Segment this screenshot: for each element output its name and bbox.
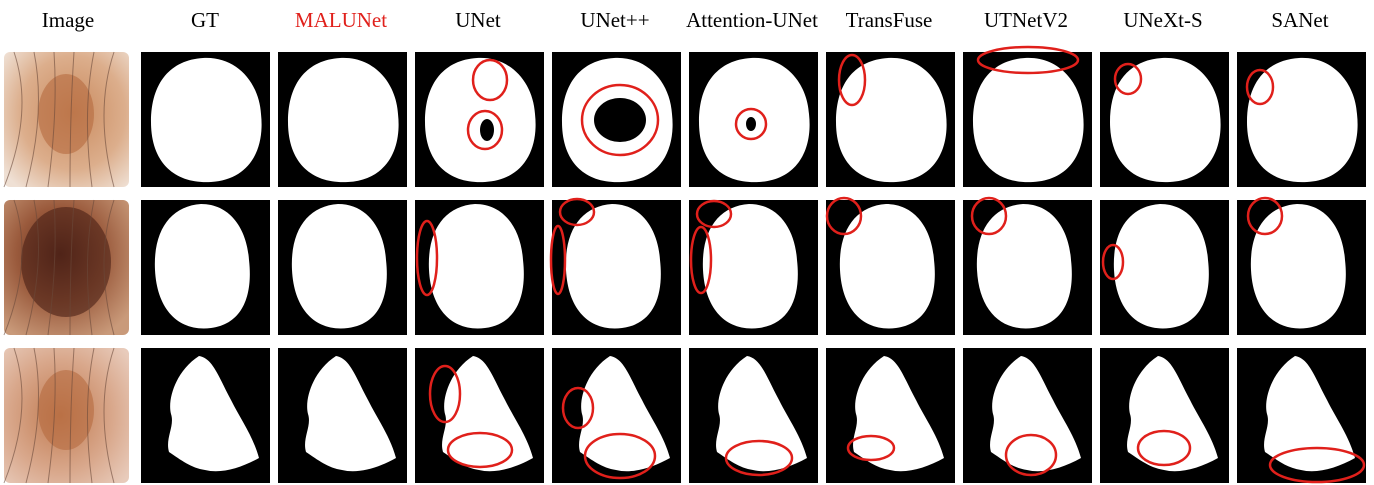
- image-cell: [1100, 52, 1229, 187]
- column-header: TransFuse: [846, 8, 933, 32]
- image-cell: [689, 200, 818, 335]
- image-cell: [415, 348, 544, 483]
- column-header: UNet: [455, 8, 501, 32]
- image-cell: [963, 348, 1092, 483]
- image-cell: [826, 198, 955, 335]
- image-cell: [4, 52, 129, 187]
- image-cell: [689, 52, 818, 187]
- lesion: [38, 74, 94, 154]
- figure: Image GT MALUNet UNet UNet++ Attention-U…: [0, 0, 1374, 485]
- image-cell: [552, 348, 681, 483]
- image-cell: [1237, 52, 1366, 187]
- column-header: Attention-UNet: [686, 8, 818, 32]
- column-header: UNeXt-S: [1123, 8, 1202, 32]
- image-cell: [4, 348, 129, 483]
- mask-foreground: [288, 58, 399, 182]
- image-cell: [551, 199, 681, 335]
- mask-foreground: [155, 204, 250, 328]
- mask-foreground: [1114, 204, 1209, 328]
- image-cell: [141, 348, 270, 483]
- image-cell: [1237, 348, 1366, 483]
- image-cell: [278, 348, 407, 483]
- column-headers: Image GT MALUNet UNet UNet++ Attention-U…: [42, 8, 1329, 32]
- column-header: UTNetV2: [984, 8, 1068, 32]
- mask-foreground: [836, 58, 947, 182]
- mask-foreground: [1110, 58, 1221, 182]
- mask-foreground: [292, 204, 387, 328]
- image-cell: [963, 47, 1092, 187]
- image-cell: [552, 52, 681, 187]
- mask-foreground: [566, 204, 661, 328]
- image-cell: [826, 348, 955, 483]
- mask-foreground: [977, 204, 1072, 328]
- lesion: [21, 207, 111, 317]
- mask-foreground: [1251, 204, 1346, 328]
- image-cell: [415, 52, 544, 187]
- mask-foreground: [973, 58, 1084, 182]
- mask-hole: [480, 119, 494, 141]
- column-header: SANet: [1271, 8, 1328, 32]
- image-cell: [689, 348, 818, 483]
- image-cell: [141, 200, 270, 335]
- mask-foreground: [425, 58, 536, 182]
- image-cell: [141, 52, 270, 187]
- image-cell: [1100, 200, 1229, 335]
- mask-foreground: [840, 204, 935, 328]
- mask-hole: [594, 98, 646, 142]
- column-header: UNet++: [580, 8, 649, 32]
- lesion: [38, 370, 94, 450]
- column-header: MALUNet: [295, 8, 387, 32]
- mask-hole: [746, 117, 756, 131]
- image-cell: [1100, 348, 1229, 483]
- image-cell: [1237, 198, 1366, 335]
- mask-foreground: [1247, 58, 1358, 182]
- mask-foreground: [429, 204, 524, 328]
- mask-foreground: [151, 58, 262, 182]
- mask-foreground: [703, 204, 798, 328]
- image-cell: [415, 200, 544, 335]
- column-header: Image: [42, 8, 94, 32]
- image-cell: [963, 198, 1092, 335]
- column-header: GT: [191, 8, 219, 32]
- image-cell: [278, 200, 407, 335]
- image-cell: [278, 52, 407, 187]
- image-cell: [826, 52, 955, 187]
- image-cell: [4, 200, 129, 335]
